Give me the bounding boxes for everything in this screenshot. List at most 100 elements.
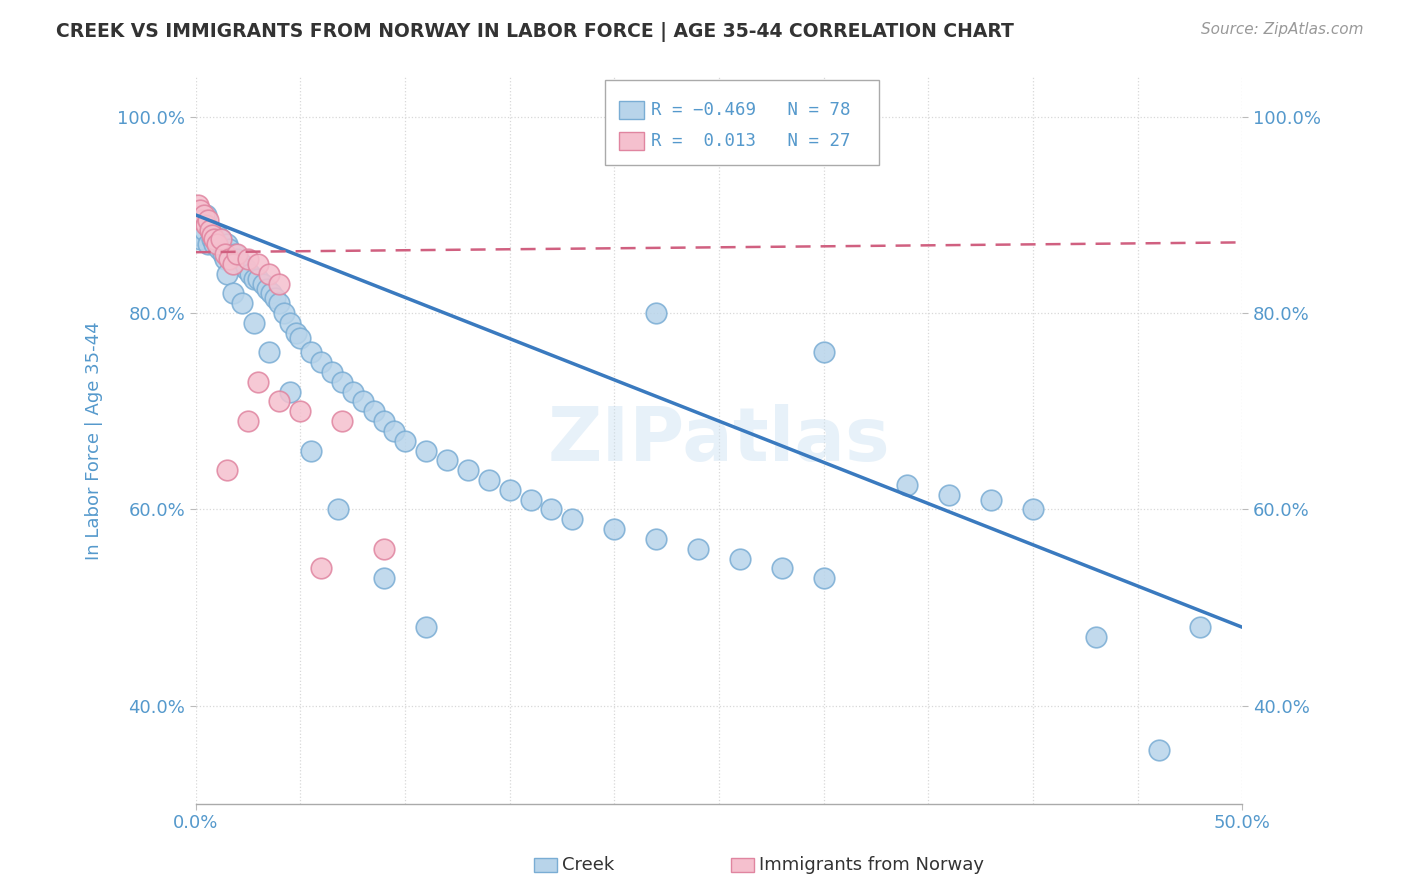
Point [218, 242, 240, 256]
Point [264, 291, 287, 305]
Point [239, 267, 262, 281]
Point [195, 208, 218, 222]
Point [224, 247, 246, 261]
Point [215, 463, 238, 477]
Point [191, 212, 214, 227]
Point [394, 434, 416, 448]
Point [195, 218, 218, 232]
Point [205, 237, 228, 252]
Point [645, 532, 668, 546]
Point [197, 212, 219, 227]
Point [209, 232, 232, 246]
Point [342, 384, 364, 399]
Point [231, 257, 253, 271]
Point [1022, 502, 1045, 516]
Point [770, 561, 793, 575]
Point [218, 252, 240, 266]
Point [363, 404, 385, 418]
Point [269, 296, 291, 310]
Point [384, 424, 406, 438]
Point [231, 296, 253, 310]
Point [278, 384, 301, 399]
Point [436, 453, 458, 467]
Y-axis label: In Labor Force | Age 35-44: In Labor Force | Age 35-44 [86, 321, 103, 560]
Point [214, 247, 236, 261]
Point [728, 551, 751, 566]
Point [247, 257, 270, 271]
Point [540, 502, 562, 516]
Point [193, 222, 215, 236]
Point [193, 208, 215, 222]
Point [321, 365, 343, 379]
Point [415, 443, 437, 458]
Point [209, 232, 232, 246]
Point [187, 198, 209, 212]
Point [457, 463, 479, 477]
Point [204, 232, 226, 246]
Point [269, 277, 291, 291]
Point [226, 252, 249, 266]
Text: ZIPatlas: ZIPatlas [547, 404, 890, 477]
Point [415, 620, 437, 634]
Point [205, 227, 228, 242]
Point [226, 247, 249, 261]
Point [236, 414, 259, 428]
Point [561, 512, 583, 526]
Point [269, 394, 291, 409]
Point [236, 252, 259, 266]
Point [330, 375, 353, 389]
Point [188, 232, 211, 246]
Point [256, 281, 278, 295]
Point [645, 306, 668, 320]
Text: Creek: Creek [562, 856, 614, 874]
Point [201, 232, 224, 246]
Point [257, 267, 280, 281]
Point [1189, 620, 1212, 634]
Point [214, 252, 236, 266]
Point [290, 330, 312, 344]
Point [204, 237, 226, 252]
Point [215, 237, 238, 252]
Point [603, 522, 626, 536]
Point [252, 277, 274, 291]
Point [200, 222, 222, 236]
Point [215, 267, 238, 281]
Point [1084, 630, 1107, 644]
Text: R =  0.013   N = 27: R = 0.013 N = 27 [651, 132, 851, 150]
Point [200, 222, 222, 236]
Point [243, 316, 266, 330]
Point [278, 316, 301, 330]
Point [222, 257, 245, 271]
Point [207, 242, 229, 256]
Point [813, 345, 835, 359]
Point [222, 257, 245, 271]
Point [273, 306, 295, 320]
Point [373, 571, 395, 585]
Point [813, 571, 835, 585]
Point [187, 227, 209, 242]
Text: R = −0.469   N = 78: R = −0.469 N = 78 [651, 101, 851, 119]
Point [201, 227, 224, 242]
Point [309, 561, 332, 575]
Point [219, 252, 242, 266]
Point [519, 492, 541, 507]
Point [235, 261, 257, 276]
Point [373, 541, 395, 556]
Point [686, 541, 709, 556]
Point [896, 478, 918, 492]
Point [373, 414, 395, 428]
Point [257, 345, 280, 359]
Text: Source: ZipAtlas.com: Source: ZipAtlas.com [1201, 22, 1364, 37]
Point [299, 345, 322, 359]
Point [197, 237, 219, 252]
Point [938, 488, 960, 502]
Text: Immigrants from Norway: Immigrants from Norway [759, 856, 984, 874]
Point [478, 473, 501, 487]
Point [222, 286, 245, 301]
Point [247, 375, 270, 389]
Point [247, 271, 270, 285]
Point [243, 271, 266, 285]
Point [211, 247, 233, 261]
Point [191, 212, 214, 227]
Text: CREEK VS IMMIGRANTS FROM NORWAY IN LABOR FORCE | AGE 35-44 CORRELATION CHART: CREEK VS IMMIGRANTS FROM NORWAY IN LABOR… [56, 22, 1014, 42]
